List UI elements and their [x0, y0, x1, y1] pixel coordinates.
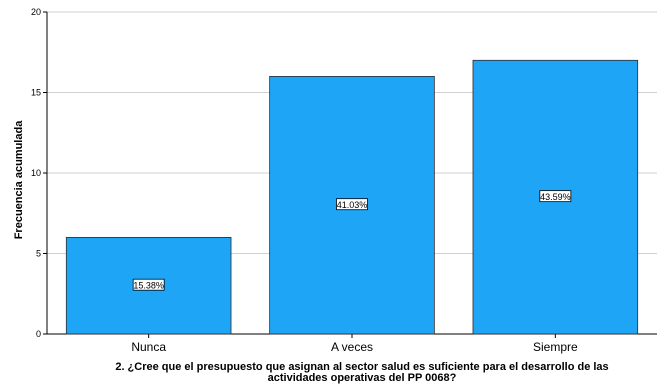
y-tick-label: 0	[36, 329, 41, 339]
x-tick-label: A veces	[331, 340, 373, 354]
y-tick-label: 5	[36, 249, 41, 259]
y-axis-label: Frecuencia acumulada	[13, 120, 25, 239]
data-label-text: 15.38%	[133, 281, 164, 291]
y-tick-label: 15	[31, 88, 41, 98]
data-label-box	[539, 190, 572, 203]
data-label-text: 43.59%	[540, 192, 571, 202]
data-label: 15.38%	[132, 278, 165, 291]
y-tick-label: 20	[31, 7, 41, 17]
x-tick-label: Nunca	[131, 340, 166, 354]
y-tick-label: 10	[31, 168, 41, 178]
data-label: 41.03%	[336, 198, 368, 211]
data-label-text: 41.03%	[337, 200, 368, 210]
data-label-box	[132, 278, 165, 291]
data-label-box	[336, 198, 368, 211]
x-axis-label-line-1: 2. ¿Cree que el presupuesto que asignan …	[115, 361, 608, 373]
labels: 0 5 10 15 20 Nunca 15.38% A veces 41.03% Siempre 4…	[31, 7, 578, 354]
x-axis-label-line-2: actividades operativas del PP 0068?	[268, 372, 457, 384]
x-tick-label: Siempre	[533, 340, 578, 354]
data-label: 43.59%	[539, 190, 572, 203]
